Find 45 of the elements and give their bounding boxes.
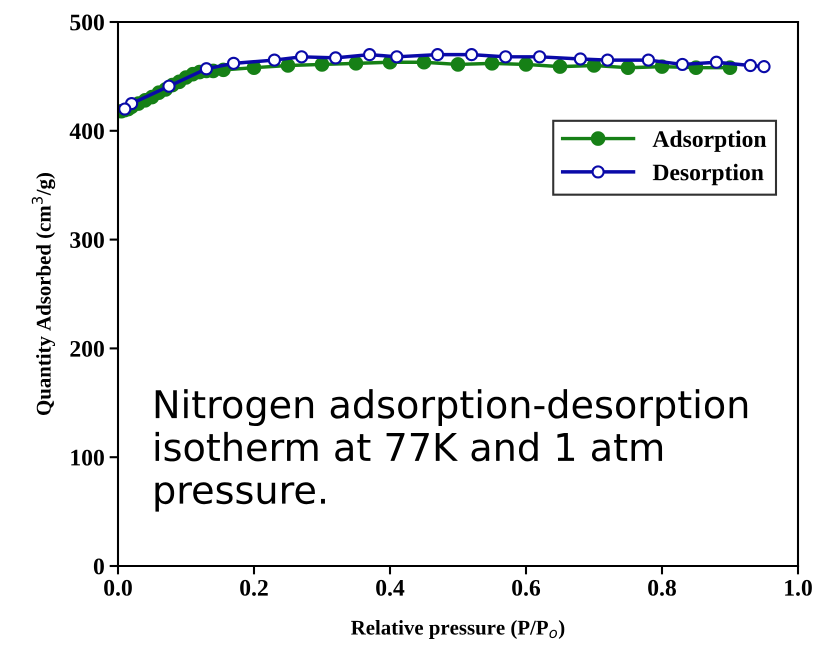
legend-label: Adsorption [652, 130, 766, 152]
point [757, 60, 771, 74]
point [574, 52, 587, 66]
point [533, 50, 546, 64]
point [390, 50, 404, 64]
point [499, 50, 512, 64]
y-tick-label: 400 [70, 123, 104, 140]
x-tick-label: 0.0 [104, 580, 132, 596]
point [416, 54, 432, 70]
y-tick-label: 300 [70, 232, 104, 248]
point [552, 59, 568, 74]
annotation: Nitrogen adsorption-desorption isotherm at 77K and 1 atm pressure. [155, 389, 748, 512]
point [200, 62, 213, 76]
point [280, 58, 296, 73]
point [329, 51, 342, 65]
x-tick-label: 0.2 [240, 580, 268, 596]
x-axis-title: Relative pressure (P/P$_{o}$) [351, 620, 564, 639]
point [744, 58, 757, 72]
point [620, 60, 636, 75]
point [518, 57, 534, 72]
point [268, 53, 281, 67]
y-tick-label: 0 [94, 558, 104, 574]
point [450, 57, 466, 72]
y-tick-label: 500 [70, 14, 104, 30]
x-tick-label: 1.0 [785, 580, 812, 596]
point [710, 56, 723, 69]
point [676, 58, 689, 72]
point [484, 56, 500, 71]
point [642, 53, 655, 67]
point [295, 50, 308, 64]
point [465, 48, 478, 62]
x-tick-label: 0.8 [648, 580, 676, 596]
y-axis-title: Quantity Adsorbed (cm$^{3}$/g) [32, 173, 56, 415]
point [162, 80, 176, 93]
point [431, 48, 444, 62]
y-tick-label: 200 [70, 340, 104, 357]
y-tick-label: 100 [71, 450, 104, 466]
point [348, 56, 364, 71]
point [227, 56, 240, 70]
point [601, 53, 614, 67]
point [314, 57, 330, 72]
x-tick-label: 0.6 [512, 580, 540, 596]
x-tick-label: 0.4 [376, 580, 404, 596]
legend-label: Desorption [652, 164, 764, 186]
point [363, 48, 376, 62]
